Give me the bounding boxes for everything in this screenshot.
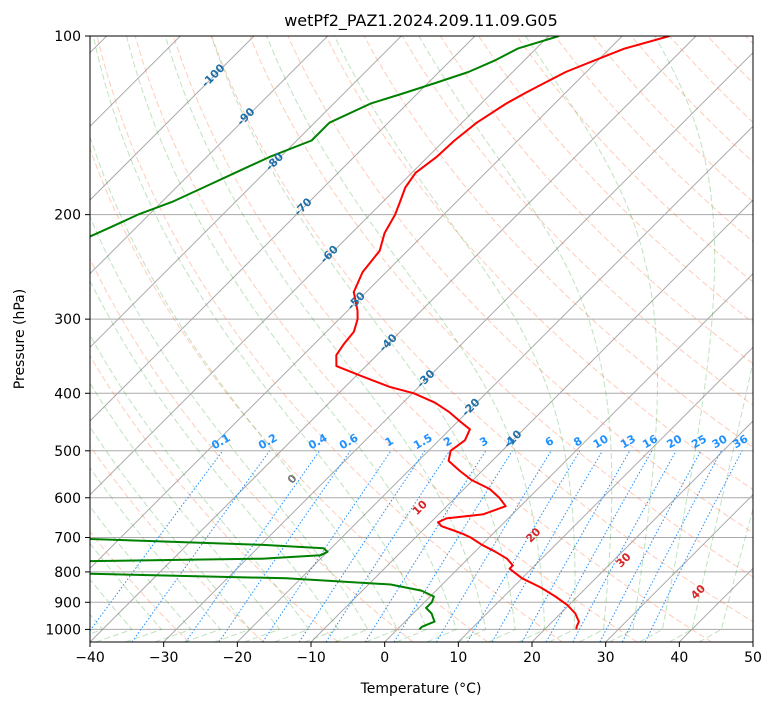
- mixing-ratio-line: [90, 450, 224, 632]
- y-tick-label: 500: [54, 444, 81, 460]
- mixing-ratio-line: [521, 450, 631, 642]
- moist-adiabat-line: [418, 36, 613, 642]
- mixing-ratio-line: [599, 450, 702, 642]
- y-axis-label: Pressure (hPa): [12, 289, 28, 389]
- mixing-ratio-line: [131, 450, 271, 642]
- isotherm-line: [90, 36, 623, 570]
- dry-adiabat-line: [211, 36, 753, 623]
- x-tick-label: 20: [523, 650, 541, 666]
- isotherm-line: [90, 36, 329, 275]
- isotherm-line: [457, 346, 753, 642]
- mixing-ratio-line: [572, 450, 677, 642]
- mixing-ratio-line: [185, 450, 321, 642]
- y-tick-label: 700: [54, 531, 81, 547]
- dry-adiabat-line: [516, 36, 753, 283]
- x-tick-label: 30: [597, 650, 615, 666]
- moist-adiabat-line: [669, 359, 753, 642]
- isotherm-line: [90, 36, 550, 496]
- dry-adiabat-line: [172, 36, 712, 642]
- y-tick-label: 400: [54, 386, 81, 402]
- mixing-ratio-line: [644, 450, 743, 642]
- mixing-ratio-line: [393, 450, 513, 642]
- dewpoint-profile-line: [90, 36, 560, 631]
- moist-adiabat-line: [164, 36, 487, 642]
- mixing-ratio-line: [262, 450, 392, 642]
- chart-title: wetPf2_PAZ1.2024.209.11.09.G05: [284, 11, 558, 31]
- moist-adiabat-line: [90, 426, 251, 642]
- isotherm-line: [90, 36, 476, 422]
- dry-adiabat-line: [249, 36, 753, 578]
- moist-adiabat-line: [698, 507, 753, 642]
- moist-adiabat-line: [90, 382, 281, 642]
- y-tick-label: 1000: [45, 622, 81, 638]
- mixing-ratio-line: [364, 450, 487, 642]
- isotherm-line: [90, 36, 402, 349]
- moist-adiabat-line: [126, 36, 457, 642]
- mixing-ratio-line: [435, 450, 552, 642]
- moist-adiabat-line: [90, 505, 192, 642]
- x-tick-label: 0: [380, 650, 389, 666]
- y-tick-label: 800: [54, 565, 81, 581]
- x-tick-label: −40: [75, 650, 105, 666]
- moist-adiabat-line: [525, 36, 658, 642]
- plot-frame: [89, 35, 754, 643]
- isotherm-line: [531, 420, 753, 642]
- moist-adiabat-line: [266, 36, 546, 642]
- curve-layer: [90, 36, 670, 631]
- moist-adiabat-line: [90, 215, 369, 642]
- dry-adiabat-line: [439, 36, 753, 365]
- y-tick-label: 200: [54, 208, 81, 224]
- dry-adiabat-line: [90, 444, 264, 642]
- isotherm-line: [605, 493, 753, 642]
- x-tick-label: −30: [149, 650, 179, 666]
- moist-adiabat-line: [90, 466, 222, 642]
- axis-layer: −40 −30 −20 −10 0 10 20 30 40 50 100 200 300 400 500 60…: [45, 29, 762, 666]
- moist-adiabat-line: [639, 36, 716, 642]
- mixing-ratio-line: [325, 450, 451, 642]
- mixing-ratio-line: [298, 450, 426, 642]
- moist-adiabat-line: [90, 578, 133, 642]
- moist-adiabat-line: [90, 279, 340, 642]
- temperature-profile-line: [335, 36, 670, 630]
- x-tick-label: −10: [296, 650, 326, 666]
- y-tick-label: 300: [54, 312, 81, 328]
- grid-layer: [90, 36, 753, 642]
- x-axis-label: Temperature (°C): [360, 681, 482, 697]
- isotherm-line: [90, 36, 255, 201]
- isotherm-line: [310, 199, 753, 642]
- x-tick-label: 50: [744, 650, 762, 666]
- moist-adiabat-line: [92, 36, 428, 642]
- isotherm-line: [384, 272, 753, 642]
- y-tick-label: 100: [54, 29, 81, 45]
- dry-adiabat-line: [90, 530, 190, 642]
- moist-adiabat-line: [90, 542, 163, 642]
- moist-adiabat-line: [333, 36, 576, 642]
- x-tick-label: −20: [223, 650, 253, 666]
- mixing-ratio-line: [218, 450, 351, 642]
- x-tick-label: 10: [449, 650, 467, 666]
- isotherm-line: [90, 36, 697, 642]
- dry-adiabat-line: [134, 36, 638, 642]
- isotherm-line: [163, 51, 753, 642]
- moist-adiabat-line: [210, 36, 516, 642]
- moist-adiabat-line: [90, 334, 310, 642]
- y-tick-label: 600: [54, 491, 81, 507]
- moist-adiabat-line: [90, 135, 398, 642]
- mixing-ratio-line: [545, 450, 653, 642]
- y-tick-label: 900: [54, 595, 81, 611]
- x-tick-label: 40: [670, 650, 688, 666]
- dry-adiabat-line: [287, 36, 753, 534]
- dry-adiabat-line: [401, 36, 753, 406]
- isotherm-line: [236, 125, 753, 642]
- mixing-ratio-line: [621, 450, 722, 642]
- dry-adiabat-line: [90, 257, 414, 642]
- dry-adiabat-line: [96, 36, 563, 642]
